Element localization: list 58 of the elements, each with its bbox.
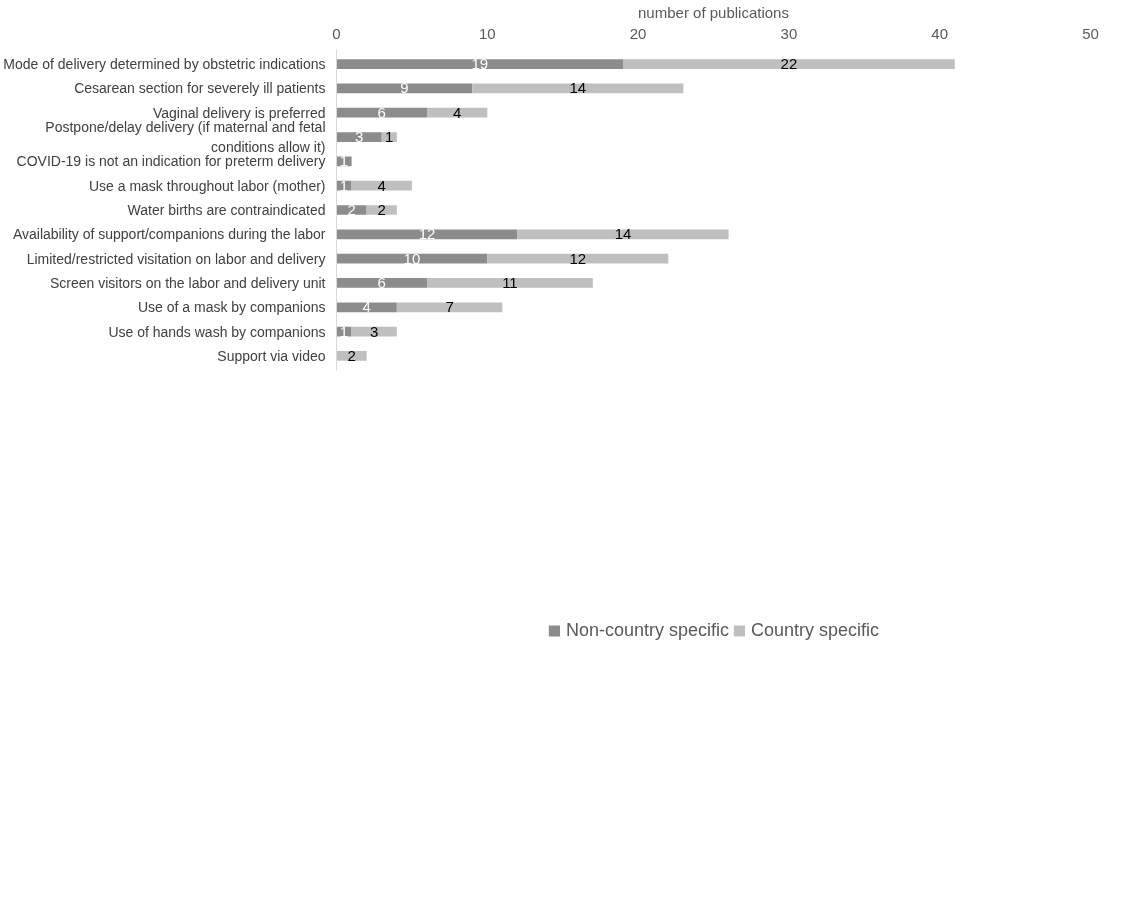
data-label: 12 bbox=[569, 249, 587, 267]
data-label: 12 bbox=[418, 225, 436, 243]
data-label: 4 bbox=[377, 176, 386, 194]
x-axis-title: number of publications bbox=[638, 3, 789, 21]
legend-label: Non-country specific bbox=[565, 619, 730, 641]
data-label: 2 bbox=[377, 201, 386, 218]
data-label: 11 bbox=[502, 273, 518, 291]
bar bbox=[336, 253, 488, 264]
data-label: 6 bbox=[377, 103, 386, 121]
y-tick-label: Water births are contraindicated bbox=[127, 202, 326, 218]
data-label: 6 bbox=[377, 273, 386, 291]
bar bbox=[517, 229, 729, 240]
y-tick-label: Availability of support/companions during the labor bbox=[12, 226, 326, 243]
bar bbox=[487, 253, 669, 264]
data-label: 10 bbox=[403, 249, 421, 267]
bar bbox=[336, 278, 427, 288]
y-tick-label: Screen visitors on the labor and delivery unit bbox=[50, 274, 326, 291]
x-tick-label: 50 bbox=[1082, 24, 1099, 42]
data-label: 4 bbox=[452, 103, 462, 121]
y-tick-label: Use of hands wash by companions bbox=[108, 323, 326, 340]
x-tick-label: 0 bbox=[332, 24, 341, 42]
data-label: 22 bbox=[780, 55, 798, 73]
y-tick-label: Mode of delivery determined by obstetric indications bbox=[3, 56, 326, 73]
x-tick-label: 20 bbox=[629, 24, 647, 42]
bar bbox=[336, 59, 624, 69]
data-label: 4 bbox=[362, 298, 371, 316]
x-tick-label: 30 bbox=[780, 24, 798, 42]
y-tick-label: Limited/restricted visitation on labor and delivery bbox=[26, 250, 326, 267]
y-tick-label: Use a mask throughout labor (mother) bbox=[88, 177, 326, 194]
y-tick-label: Vaginal delivery is preferred bbox=[153, 104, 326, 121]
bar bbox=[336, 107, 427, 118]
data-label: 7 bbox=[445, 298, 454, 316]
bar bbox=[426, 278, 593, 288]
data-label: 2 bbox=[347, 201, 356, 218]
bar bbox=[336, 132, 382, 142]
data-label: 3 bbox=[354, 128, 364, 146]
data-label: 9 bbox=[400, 79, 409, 97]
bar bbox=[396, 302, 503, 313]
bar bbox=[426, 107, 488, 118]
bar bbox=[351, 180, 412, 191]
data-label: 14 bbox=[569, 79, 587, 97]
bar bbox=[336, 302, 397, 313]
data-label: 1 bbox=[339, 176, 349, 194]
x-tick-label: 40 bbox=[931, 24, 949, 42]
bar bbox=[336, 229, 518, 240]
y-tick-label: Use of a mask by companions bbox=[137, 299, 326, 316]
data-label: 19 bbox=[471, 55, 489, 73]
data-label: 14 bbox=[614, 225, 632, 243]
bar bbox=[623, 59, 955, 69]
data-label: 2 bbox=[347, 346, 356, 364]
data-label: 1 bbox=[339, 322, 349, 340]
data-label: 1 bbox=[385, 128, 394, 146]
y-tick-label: Support via video bbox=[217, 347, 326, 364]
x-tick-label: 10 bbox=[478, 24, 496, 42]
legend-label: Country specific bbox=[751, 619, 880, 641]
data-label: 1 bbox=[339, 152, 349, 170]
y-tick-label: Cesarean section for severely ill patients bbox=[74, 80, 326, 97]
data-label: 3 bbox=[370, 322, 379, 340]
